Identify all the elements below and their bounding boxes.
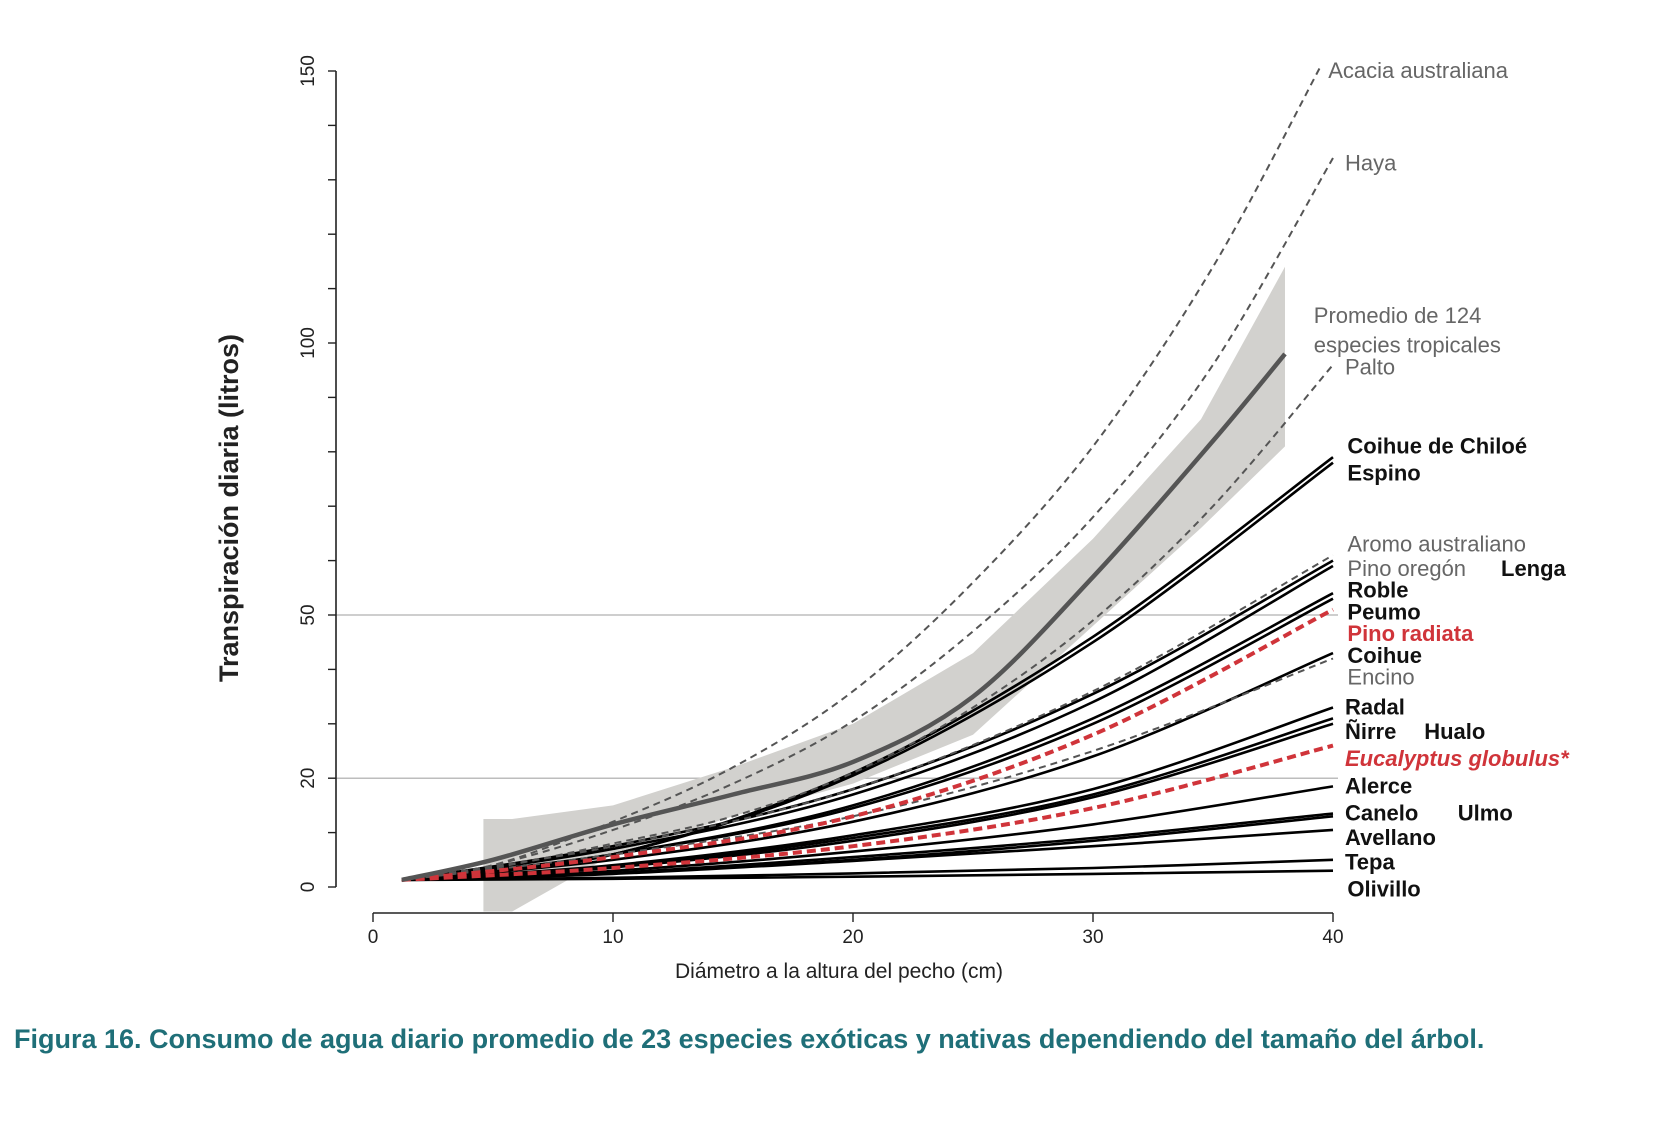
label-aromo-australiano: Aromo australiano xyxy=(1347,531,1526,556)
axes: 0 20 50 100 150 0 10 20 30 40 xyxy=(298,55,1344,948)
series-line-lenga xyxy=(401,564,1334,882)
label-olivillo: Olivillo xyxy=(1347,877,1420,902)
label-canelo: Canelo xyxy=(1345,801,1418,826)
label-acacia-australiana: Acacia australiana xyxy=(1328,58,1509,83)
label-especies-tropicales: especies tropicales xyxy=(1314,333,1501,358)
label-eucalyptus-globulus: Eucalyptus globulus* xyxy=(1345,746,1570,771)
series-line-haya xyxy=(401,157,1334,881)
label-pino-oregon: Pino oregón xyxy=(1347,556,1466,581)
label-promedio-de-124: Promedio de 124 xyxy=(1314,303,1482,328)
series-layer xyxy=(401,65,1334,883)
tropical-confidence-band xyxy=(483,266,1285,912)
figure-caption: Figura 16. Consumo de agua diario promed… xyxy=(14,1024,1485,1054)
x-tick-label-10: 10 xyxy=(602,927,623,948)
series-line-espino xyxy=(401,461,1334,882)
label-nirre: Ñirre xyxy=(1345,719,1396,744)
label-radal: Radal xyxy=(1345,694,1405,719)
x-tick-label-20: 20 xyxy=(842,927,863,948)
label-lenga: Lenga xyxy=(1501,556,1567,581)
label-peumo: Peumo xyxy=(1347,599,1420,624)
label-pino-radiata: Pino radiata xyxy=(1347,621,1474,646)
series-line-pino-radiata xyxy=(401,607,1334,882)
label-tepa: Tepa xyxy=(1345,850,1395,875)
series-line-acacia-australiana xyxy=(401,65,1322,881)
label-coihue-de-chiloe: Coihue de Chiloé xyxy=(1347,433,1527,458)
label-haya: Haya xyxy=(1345,150,1397,175)
x-tick-label-40: 40 xyxy=(1322,927,1343,948)
label-encino: Encino xyxy=(1347,665,1414,690)
label-espino: Espino xyxy=(1347,461,1420,486)
label-alerce: Alerce xyxy=(1345,773,1412,798)
label-palto: Palto xyxy=(1345,354,1395,379)
y-tick-label-100: 100 xyxy=(298,327,319,359)
x-tick-label-0: 0 xyxy=(368,927,379,948)
confidence-band-layer xyxy=(483,266,1285,912)
series-labels: Acacia australiana Haya Promedio de 124 esp… xyxy=(1314,58,1570,902)
y-axis-title: Transpiración diaria (litros) xyxy=(214,334,244,682)
chart: 0 20 50 100 150 0 10 20 30 40 Acacia australiana H… xyxy=(214,55,1570,983)
label-hualo: Hualo xyxy=(1424,719,1485,744)
label-coihue: Coihue xyxy=(1347,643,1422,668)
label-avellano: Avellano xyxy=(1345,825,1436,850)
label-ulmo: Ulmo xyxy=(1458,801,1513,826)
y-tick-label-50: 50 xyxy=(298,604,319,625)
x-tick-label-30: 30 xyxy=(1082,927,1103,948)
y-tick-label-150: 150 xyxy=(298,55,319,87)
y-tick-label-20: 20 xyxy=(298,768,319,789)
x-axis-title: Diámetro a la altura del pecho (cm) xyxy=(675,960,1003,983)
y-tick-label-0: 0 xyxy=(298,882,319,893)
series-line-aromo-australiano xyxy=(401,554,1334,881)
label-roble: Roble xyxy=(1347,578,1408,603)
series-line-avellano xyxy=(401,828,1334,882)
series-line-olivillo xyxy=(401,869,1334,882)
series-line-eucalyptus-globulus xyxy=(401,743,1334,882)
series-line-palto xyxy=(401,364,1334,881)
series-line-tropical-mean xyxy=(401,352,1287,883)
